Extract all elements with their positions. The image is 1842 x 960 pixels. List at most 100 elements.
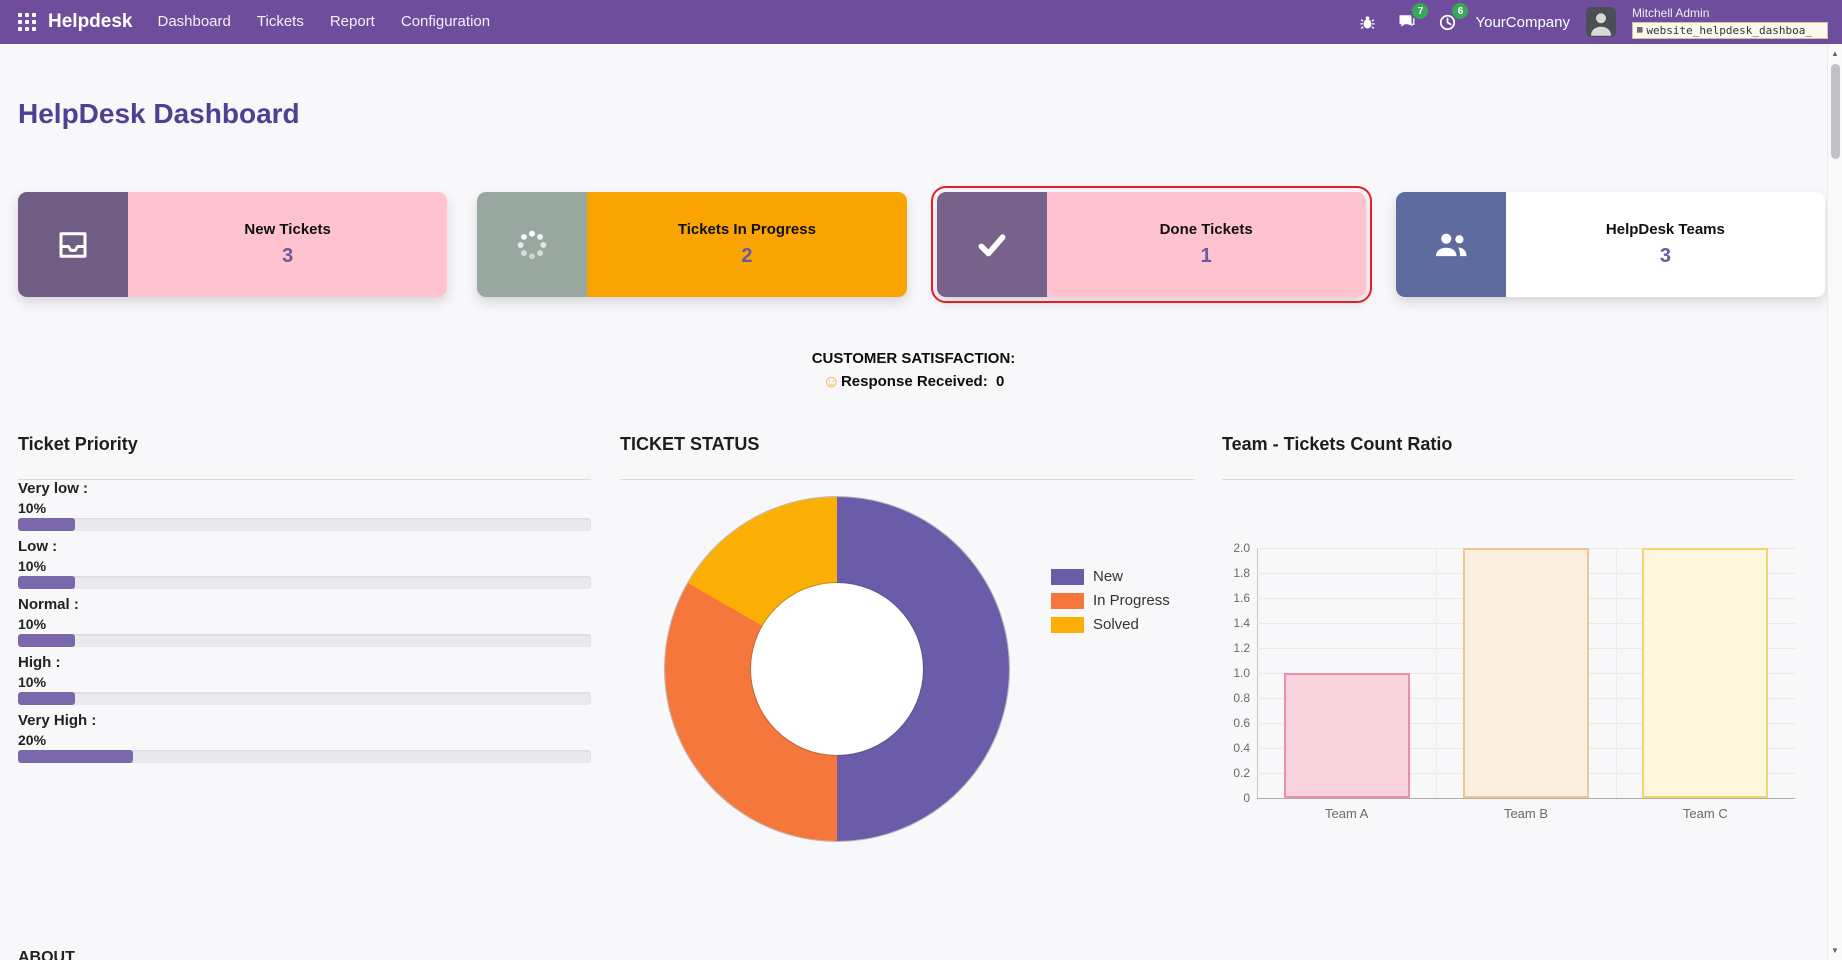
team-ratio-chart: 2.0 1.8 1.6 1.4 1.2 1.0 0.8 0.6 0.4 0.2 0 Team A T… [1222,480,1795,821]
priority-progress-fill [18,634,76,647]
scrollbar-thumb[interactable] [1831,64,1840,159]
stat-card-helpdesk-teams[interactable]: HelpDesk Teams 3 [1395,192,1825,297]
top-navbar: Helpdesk Dashboard Tickets Report Config… [0,0,1842,44]
card-count: 2 [741,245,753,267]
ticket-status-title: TICKET STATUS [620,434,760,454]
menu-report[interactable]: Report [329,13,375,30]
gridline [1257,798,1795,799]
activities-clock-icon[interactable]: 6 [1435,3,1469,34]
ticket-status-section: TICKET STATUS New In Progress Solved [620,434,1195,857]
priority-percent: 20% [18,732,47,748]
priority-progressbar [18,576,591,589]
x-axis-label-team-c: Team C [1682,806,1728,821]
company-switcher[interactable]: YourCompany [1475,13,1570,31]
y-axis-tick: 1.2 [1233,641,1250,655]
ticket-status-chart: New In Progress Solved [620,497,1195,857]
priority-label: Low : [18,538,58,555]
priority-label: Normal : [18,596,79,613]
stat-cards-row: New Tickets 3 Tickets In Progress 2 [18,186,1825,303]
card-count: 1 [1200,245,1212,267]
y-axis-tick: 0.8 [1233,691,1250,705]
priority-label: High : [18,654,61,671]
y-axis-tick: 0 [1243,791,1250,805]
legend-label: In Progress [1093,592,1170,609]
activities-badge: 6 [1452,3,1469,19]
priority-row-normal: Normal : 10% [18,596,591,647]
stat-card-tickets-in-progress[interactable]: Tickets In Progress 2 [477,192,907,297]
y-axis-tick: 1.4 [1233,616,1250,630]
y-axis-tick: 0.6 [1233,716,1250,730]
user-menu[interactable]: Mitchell Admin ▦ website_helpdesk_dashboa… [1632,6,1828,39]
ticket-priority-section: Ticket Priority Very low : 10% Low : 10%… [18,434,591,770]
team-chart-xlabels: Team A Team B Team C [1257,806,1795,822]
priority-label: Very low : [18,480,89,497]
scroll-up-arrow[interactable]: ▲ [1831,49,1839,58]
card-count: 3 [1659,245,1671,267]
menu-tickets[interactable]: Tickets [256,13,304,30]
dashboard-content: HelpDesk Dashboard New Tickets 3 [0,44,1827,960]
chart-legend: New In Progress Solved [1051,568,1170,633]
team-bar-team-c[interactable] [1642,548,1769,798]
card-label: Done Tickets [1159,221,1253,238]
user-avatar[interactable] [1586,7,1616,37]
priority-percent: 10% [18,674,47,690]
inbox-icon [18,192,128,297]
legend-label: Solved [1093,616,1139,633]
messages-icon[interactable]: 7 [1395,3,1429,34]
customer-satisfaction: CUSTOMER SATISFACTION: ☺Response Receive… [0,350,1827,392]
smiley-icon: ☺ [822,372,840,391]
priority-percent: 10% [18,500,47,516]
apps-menu-button[interactable] [10,0,44,44]
systray: 7 6 YourCompany Mitchell Admin ▦ website_… [1355,3,1832,39]
team-chart-plot [1257,548,1795,799]
satisfaction-title: CUSTOMER SATISFACTION: [811,350,1016,367]
legend-item-in-progress[interactable]: In Progress [1051,592,1170,609]
app-brand[interactable]: Helpdesk [48,11,133,32]
vertical-scrollbar[interactable]: ▲ ▼ [1827,44,1842,960]
legend-swatch-new [1051,568,1084,585]
satisfaction-response: ☺Response Received: 0 [0,372,1827,392]
menu-configuration[interactable]: Configuration [400,13,491,30]
y-axis-tick: 0.2 [1233,766,1250,780]
stat-card-done-tickets[interactable]: Done Tickets 1 [930,186,1372,303]
priority-progressbar [18,692,591,705]
y-axis-tick: 1.0 [1233,666,1250,680]
menu-dashboard[interactable]: Dashboard [157,13,231,30]
stat-card-new-tickets[interactable]: New Tickets 3 [18,192,448,297]
priority-percent: 10% [18,558,47,574]
y-axis-tick: 2.0 [1233,541,1250,555]
y-axis-tick: 1.8 [1233,566,1250,580]
debug-breadcrumb[interactable]: ▦ website_helpdesk_dashboa_ [1632,21,1828,39]
legend-item-solved[interactable]: Solved [1051,616,1170,633]
y-axis-tick: 1.6 [1233,591,1250,605]
category-separator-line [1436,548,1438,798]
section-divider [620,479,1195,480]
grid-glyph-icon: ▦ [1637,24,1643,35]
debug-bug-icon[interactable] [1355,10,1379,34]
messages-badge: 7 [1412,3,1429,19]
section-divider [18,479,591,480]
apps-grid-icon [18,13,36,31]
page-title: HelpDesk Dashboard [18,98,300,129]
card-label: Tickets In Progress [677,221,816,238]
x-axis-label-team-a: Team A [1324,806,1369,821]
legend-swatch-in-progress [1051,592,1084,609]
legend-item-new[interactable]: New [1051,568,1170,585]
ticket-priority-title: Ticket Priority [18,434,138,454]
team-ratio-title: Team - Tickets Count Ratio [1222,434,1453,454]
priority-progressbar [18,634,591,647]
priority-progressbar [18,750,591,763]
team-bar-team-a[interactable] [1283,673,1410,798]
priority-label: Very High : [18,712,97,729]
priority-row-high: High : 10% [18,654,591,705]
y-axis-tick: 0.4 [1233,741,1250,755]
ticket-status-donut[interactable] [665,497,1009,841]
priority-row-low: Low : 10% [18,538,591,589]
section-divider [1222,479,1795,480]
team-bar-team-b[interactable] [1463,548,1589,798]
priority-progress-fill [18,518,76,531]
users-icon [1395,192,1506,297]
spinner-icon [477,192,588,297]
scroll-down-arrow[interactable]: ▼ [1831,946,1839,955]
x-axis-label-team-b: Team B [1503,806,1549,821]
